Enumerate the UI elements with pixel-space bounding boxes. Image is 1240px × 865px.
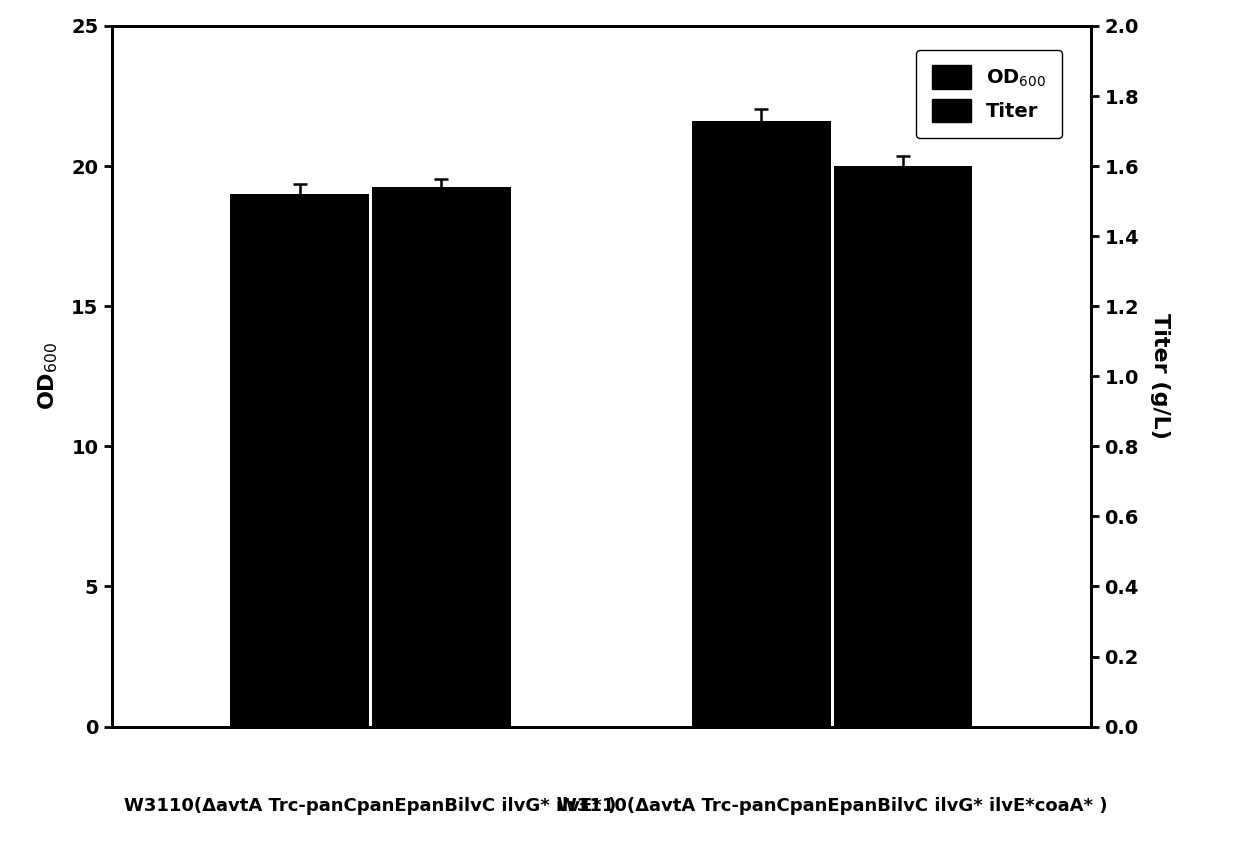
- Bar: [372, 187, 511, 727]
- Bar: [231, 194, 368, 727]
- Legend: OD$_{600}$, Titer: OD$_{600}$, Titer: [916, 49, 1061, 138]
- Text: W3110(ΔavtA Trc-panCpanEpanBilvC ilvG* ilvE* ): W3110(ΔavtA Trc-panCpanEpanBilvC ilvG* i…: [124, 797, 616, 815]
- Y-axis label: OD$_{600}$: OD$_{600}$: [36, 343, 60, 410]
- Bar: [692, 121, 831, 727]
- Text: W3110(ΔavtA Trc-panCpanEpanBilvC ilvG* ilvE*coaA* ): W3110(ΔavtA Trc-panCpanEpanBilvC ilvG* i…: [557, 797, 1107, 815]
- Bar: [835, 166, 972, 727]
- Y-axis label: Titer (g/L): Titer (g/L): [1149, 313, 1169, 439]
